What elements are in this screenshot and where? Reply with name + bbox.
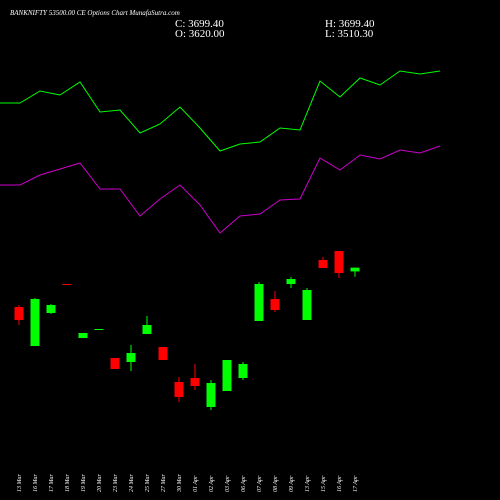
- close-label: C: 3699.40: [175, 18, 224, 30]
- x-tick-label: 17 Mar: [49, 474, 55, 492]
- x-tick-label: 16 Mar: [33, 474, 39, 492]
- candle-body: [254, 284, 264, 321]
- candle-body: [350, 267, 360, 272]
- x-tick-label: 27 Mar: [161, 474, 167, 492]
- candle-body: [222, 360, 232, 391]
- x-tick-label: 18 Mar: [65, 474, 71, 492]
- x-tick-label: 17 Apr: [353, 475, 359, 492]
- candle-body: [46, 305, 56, 313]
- candle-body: [206, 383, 216, 407]
- candle-body: [270, 299, 280, 310]
- candle-body: [62, 284, 72, 285]
- candle-body: [126, 353, 136, 362]
- x-tick-label: 20 Mar: [97, 474, 103, 492]
- low-label: L: 3510.30: [325, 28, 374, 40]
- candle-body: [78, 333, 88, 338]
- candle-body: [14, 307, 24, 320]
- candle-body: [318, 260, 328, 268]
- x-tick-label: 01 Apr: [193, 475, 199, 492]
- candle-body: [158, 347, 168, 360]
- x-tick-label: 16 Apr: [337, 475, 343, 492]
- x-tick-label: 13 Mar: [17, 474, 23, 492]
- candle-body: [238, 364, 248, 378]
- open-label: O: 3620.00: [175, 28, 225, 40]
- candle-body: [190, 378, 200, 386]
- candle-body: [174, 382, 184, 397]
- line: [0, 70, 441, 152]
- x-tick-label: 24 Mar: [128, 474, 135, 492]
- high-label: H: 3699.40: [325, 18, 375, 30]
- candle-body: [334, 251, 344, 273]
- candle-body: [30, 299, 40, 346]
- x-tick-label: 23 Mar: [113, 474, 119, 492]
- x-tick-label: 15 Apr: [321, 475, 327, 492]
- candle-body: [286, 279, 296, 284]
- line: [0, 145, 441, 234]
- x-tick-label: 07 Apr: [257, 475, 263, 492]
- x-tick-label: 06 Apr: [241, 475, 247, 492]
- chart-title: BANKNIFTY 53500.00 CE Options Chart Muna…: [10, 9, 180, 17]
- x-tick-label: 13 Apr: [305, 475, 311, 492]
- candle-body: [302, 290, 312, 320]
- x-tick-label: 03 Apr: [225, 475, 231, 492]
- x-tick-label: 19 Mar: [81, 474, 87, 492]
- x-tick-label: 30 Mar: [177, 474, 183, 493]
- candle-body: [110, 358, 120, 369]
- x-tick-label: 08 Apr: [273, 475, 279, 492]
- candle-body: [142, 325, 152, 334]
- x-tick-label: 02 Apr: [209, 475, 215, 492]
- x-tick-label: 25 Mar: [145, 474, 151, 492]
- candle-body: [94, 329, 104, 330]
- x-tick-label: 09 Apr: [289, 475, 295, 492]
